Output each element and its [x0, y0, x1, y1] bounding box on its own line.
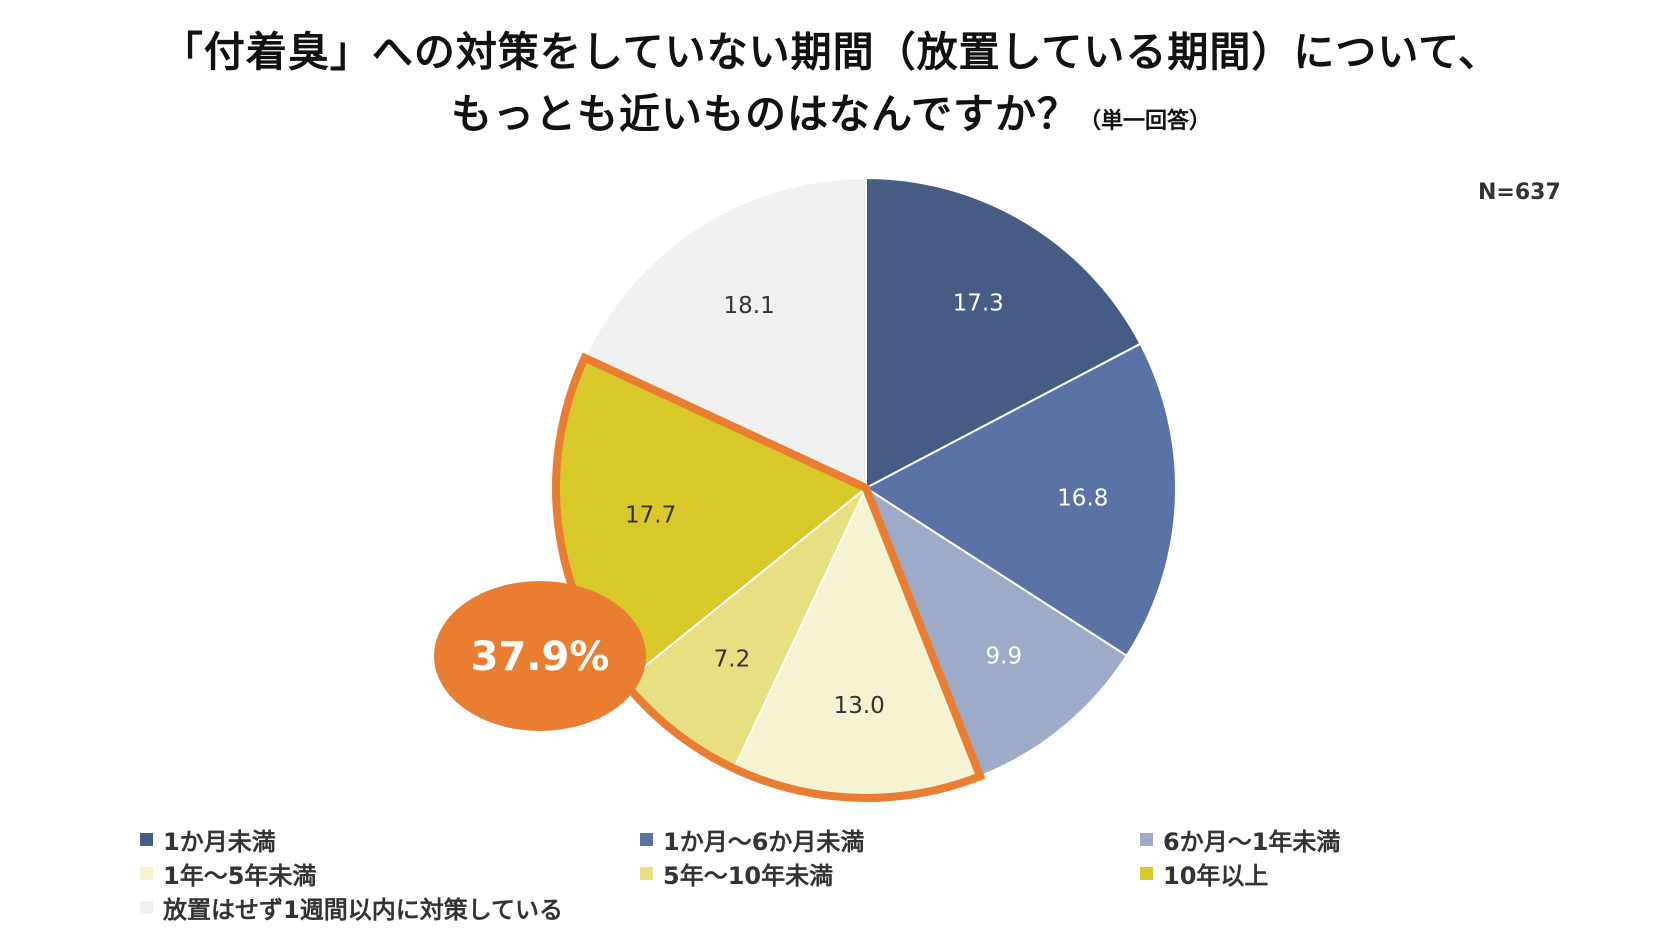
pie-slice-1: [865, 176, 1142, 490]
pie-slice-7: [583, 176, 867, 490]
legend-item-4: 1年～5年未満: [140, 856, 316, 891]
callout-bubble: [434, 581, 646, 731]
pie-slice-label-5: 7.2: [714, 647, 751, 673]
callout-text: 37.9%: [471, 634, 610, 680]
sample-size-label: N=637: [1478, 180, 1561, 205]
pie-slice-label-3: 9.9: [986, 644, 1023, 670]
pie-slice-label-4: 13.0: [834, 693, 885, 719]
legend-swatch: [1140, 867, 1153, 880]
pie-slice-label-7: 18.1: [724, 293, 775, 319]
legend-item-2: 1か月～6か月未満: [640, 822, 864, 857]
legend-swatch: [140, 901, 153, 914]
legend-item-3: 6か月～1年未満: [1140, 822, 1340, 857]
pie-slice-label-6: 17.7: [625, 503, 676, 529]
pie-slice-label-2: 16.8: [1057, 486, 1108, 512]
legend-swatch: [1140, 833, 1153, 846]
legend-item-7: 放置はせず1週間以内に対策している: [140, 890, 563, 925]
legend-item-5: 5年～10年未満: [640, 856, 833, 891]
legend-label: 5年～10年未満: [663, 862, 834, 890]
legend-swatch: [640, 833, 653, 846]
legend-label: 1か月未満: [163, 828, 276, 856]
chart-title-question: もっとも近いものはなんですか？: [451, 90, 1079, 138]
legend-label: 1年～5年未満: [163, 862, 317, 890]
legend-swatch: [140, 833, 153, 846]
legend-item-1: 1か月未満: [140, 822, 276, 857]
legend-label: 6か月～1年未満: [1163, 828, 1341, 856]
chart-title-note: （単一回答）: [1078, 109, 1211, 134]
highlight-outline: [552, 352, 986, 802]
pie-slice-label-1: 17.3: [953, 290, 1004, 316]
legend-label: 1か月～6か月未満: [663, 828, 865, 856]
pie-slice-3: [863, 485, 1129, 778]
legend-label: 10年以上: [1163, 862, 1269, 890]
chart-title-line1: 「付着臭」への対策をしていない期間（放置している期間）について、: [161, 28, 1501, 76]
legend-swatch: [140, 867, 153, 880]
chart-title-line2: もっとも近いものはなんですか？（単一回答）: [0, 80, 1662, 140]
legend-label: 放置はせず1週間以内に対策している: [163, 896, 563, 924]
pie-slice-2: [864, 342, 1177, 658]
legend-swatch: [640, 867, 653, 880]
legend-item-6: 10年以上: [1140, 856, 1268, 891]
